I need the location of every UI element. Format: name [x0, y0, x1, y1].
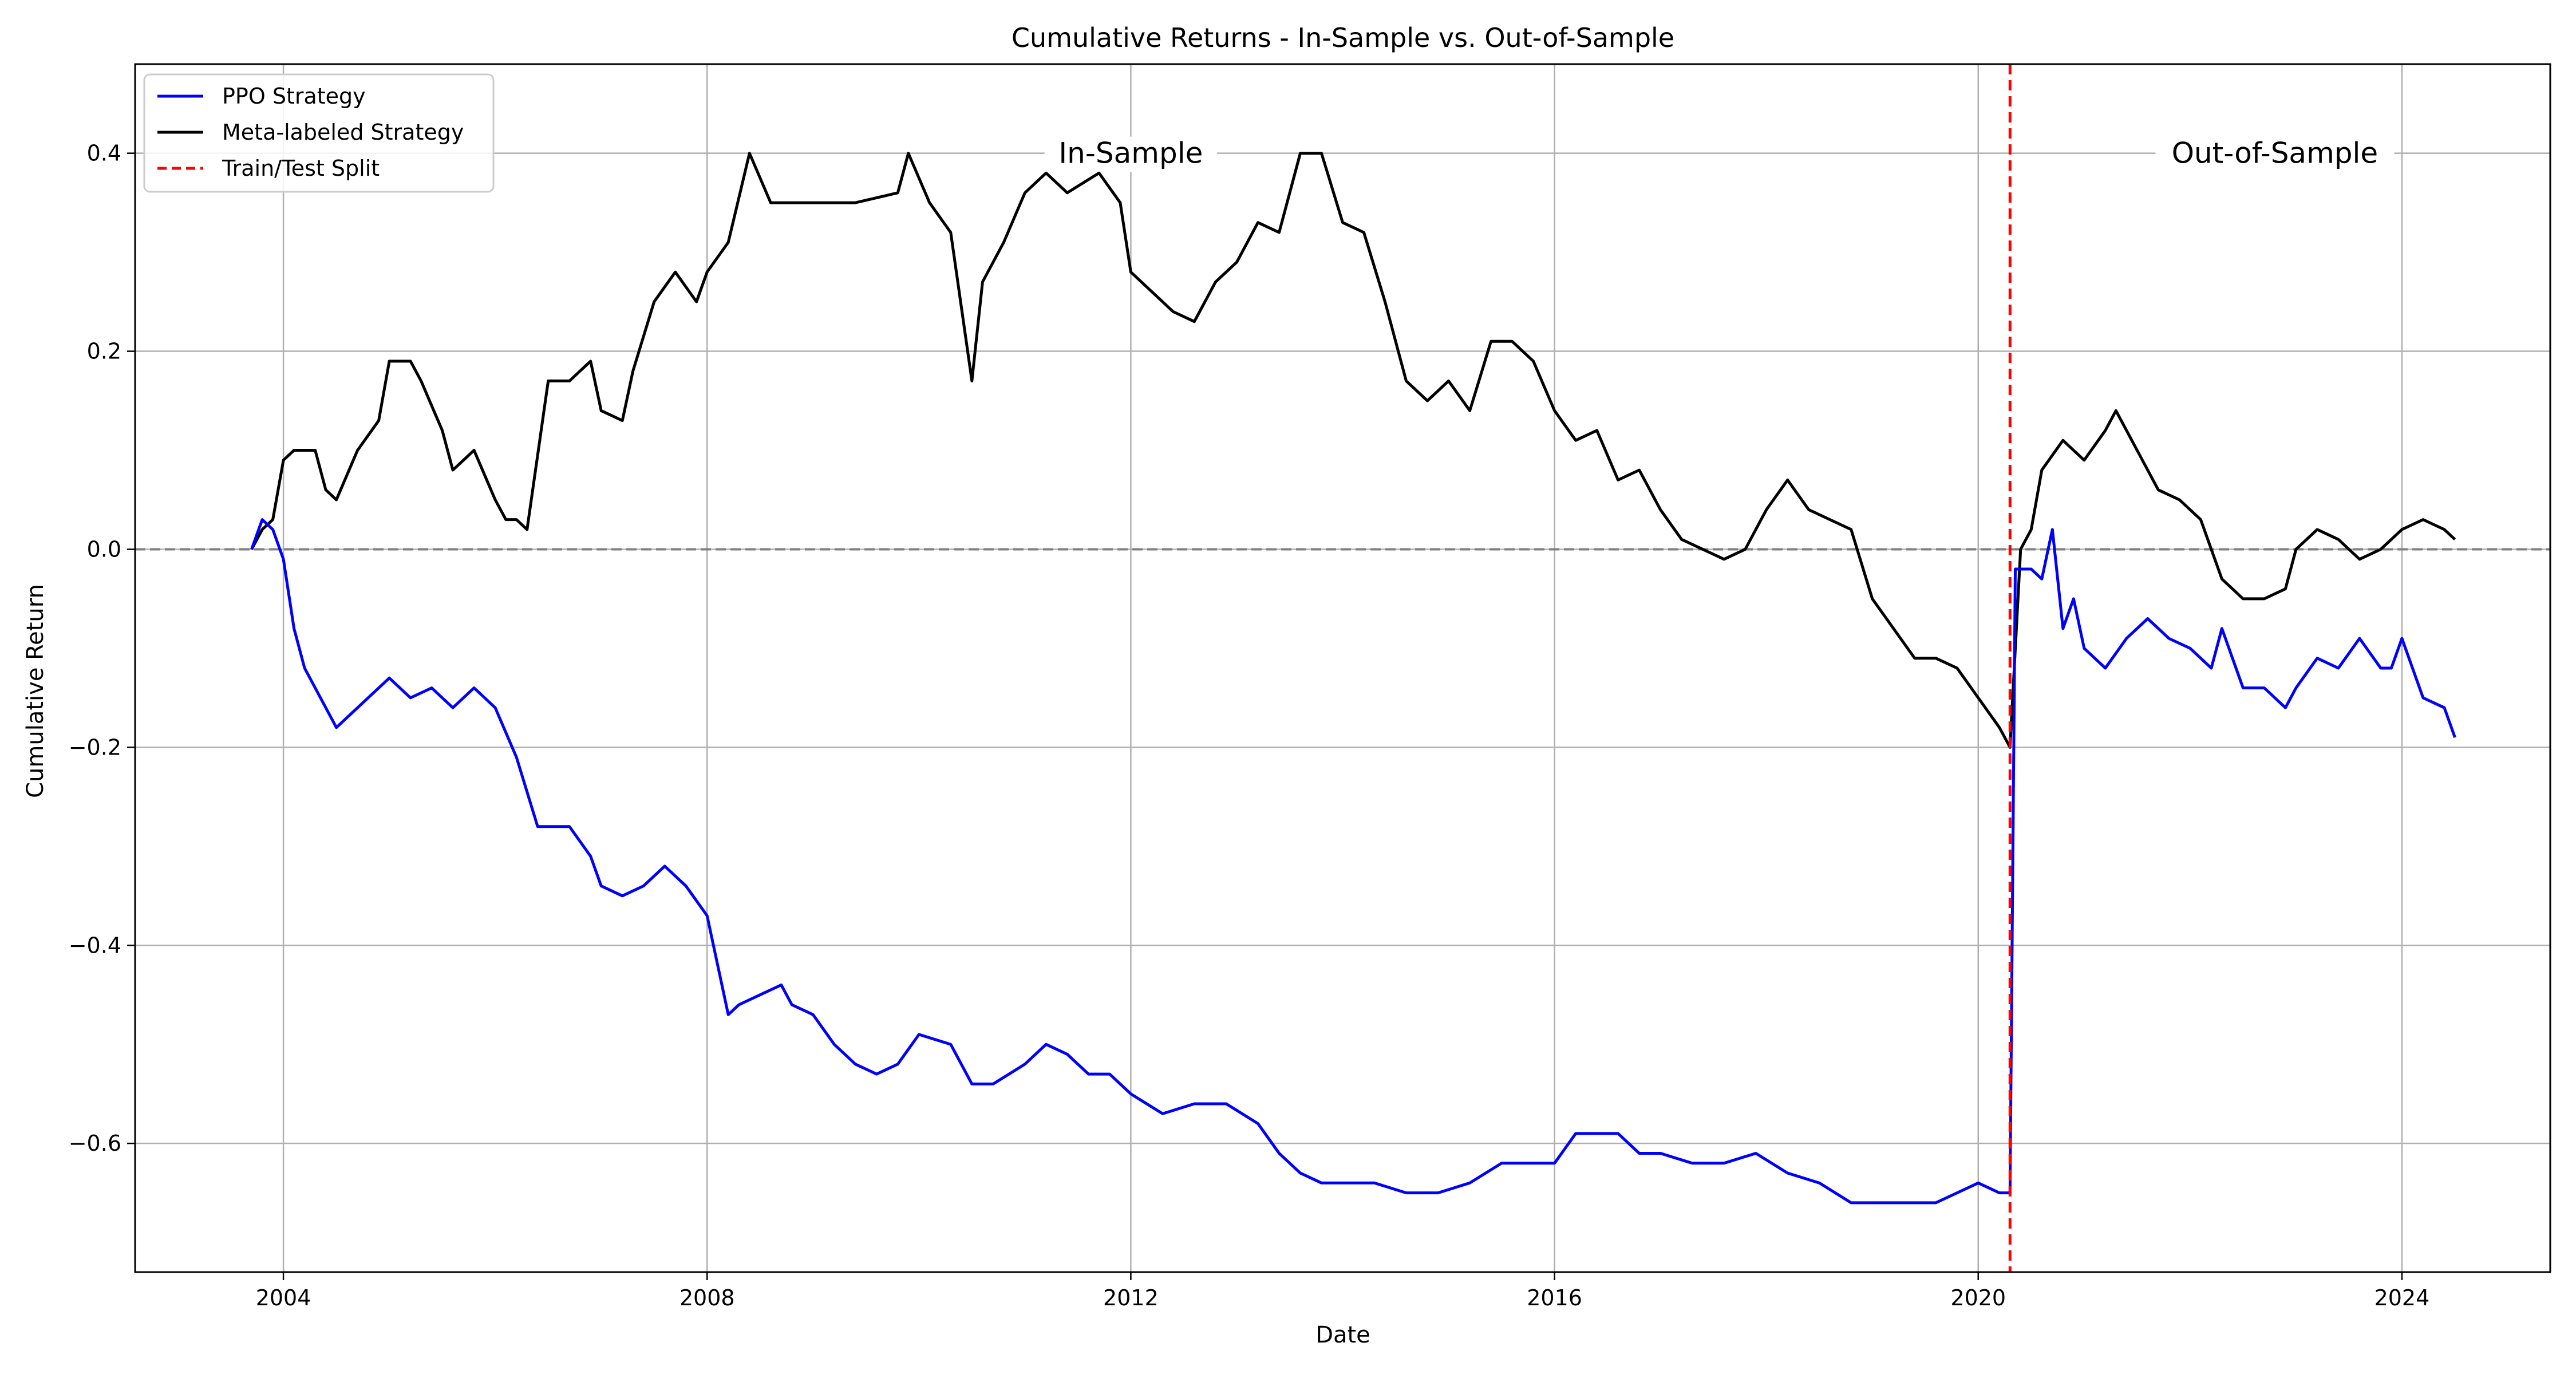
- y-tick-label: −0.6: [69, 1131, 121, 1156]
- legend-box: [143, 73, 495, 193]
- region-annotations: In-Sample Out-of-Sample: [1044, 136, 2395, 172]
- x-tick-label: 2012: [1103, 1285, 1159, 1310]
- y-tick-label: 0.4: [87, 141, 121, 166]
- chart-title: Cumulative Returns - In-Sample vs. Out-o…: [1012, 22, 1674, 53]
- out-of-sample-annotation: Out-of-Sample: [2172, 137, 2379, 170]
- out-of-sample-annotation-background: [2155, 136, 2395, 172]
- legend-label-meta: Meta-labeled Strategy: [222, 120, 464, 145]
- legend-label-split: Train/Test Split: [222, 156, 380, 181]
- series-line-ppo-strategy: [250, 518, 2456, 1205]
- legend: PPO Strategy Meta-labeled Strategy Train…: [143, 73, 495, 193]
- legend-label-ppo: PPO Strategy: [222, 84, 366, 109]
- x-tick-label: 2004: [256, 1285, 311, 1310]
- x-axis-ticks: 2004 2008 2012 2016 2020 2024: [256, 1272, 2430, 1310]
- x-axis-label: Date: [1315, 1322, 1370, 1348]
- in-sample-annotation: In-Sample: [1058, 137, 1203, 170]
- x-tick-label: 2020: [1950, 1285, 2006, 1310]
- y-axis-label: Cumulative Return: [22, 584, 49, 798]
- series-line-meta-labeled-strategy: [250, 152, 2456, 749]
- x-tick-label: 2024: [2374, 1285, 2430, 1310]
- plot-area-frame: [134, 63, 2551, 1273]
- y-tick-label: 0.0: [87, 536, 121, 562]
- x-tick-label: 2008: [679, 1285, 735, 1310]
- in-sample-annotation-background: [1044, 136, 1217, 172]
- y-axis-ticks: −0.6 −0.4 −0.2 0.0 0.2 0.4: [69, 141, 135, 1156]
- y-tick-label: −0.2: [69, 735, 121, 760]
- y-tick-label: 0.2: [87, 339, 121, 364]
- y-tick-label: −0.4: [69, 933, 121, 958]
- x-tick-label: 2016: [1527, 1285, 1582, 1310]
- data-series: [250, 152, 2456, 1205]
